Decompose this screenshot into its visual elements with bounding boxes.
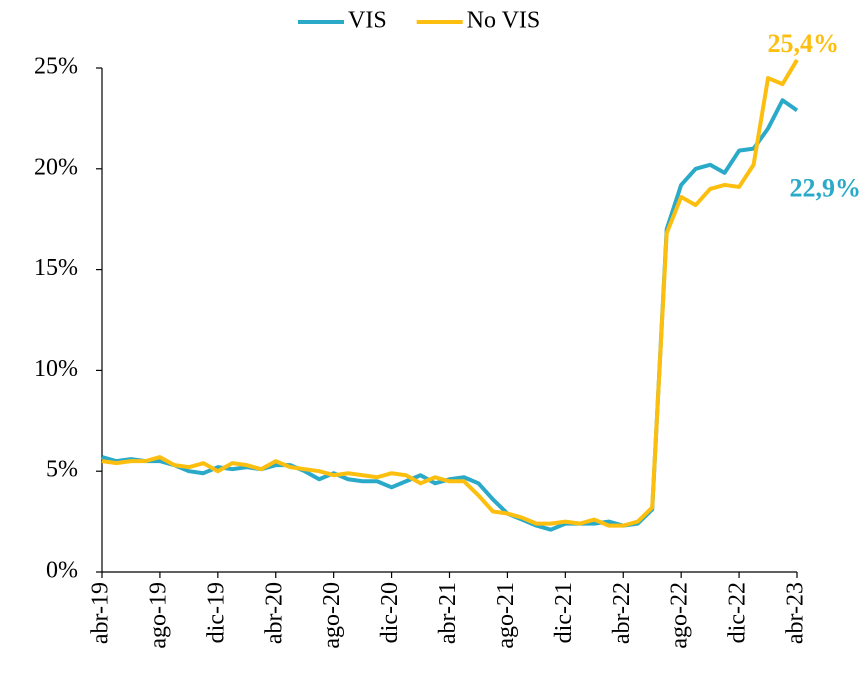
legend-label: No VIS — [467, 8, 541, 34]
x-tick-label: dic-22 — [725, 582, 751, 643]
x-tick-label: ago-21 — [493, 582, 519, 649]
x-tick-label: ago-22 — [667, 582, 693, 649]
y-tick-label: 15% — [34, 255, 78, 281]
y-tick-label: 10% — [34, 356, 78, 382]
x-tick-label: abr-23 — [783, 582, 809, 644]
y-tick-label: 20% — [34, 154, 78, 180]
y-tick-label: 5% — [46, 457, 78, 483]
x-tick-label: abr-22 — [609, 582, 635, 644]
value-label: 22,9% — [790, 173, 862, 202]
x-tick-label: ago-20 — [319, 582, 345, 649]
x-tick-label: dic-21 — [551, 582, 577, 643]
x-tick-label: abr-20 — [261, 582, 287, 644]
y-tick-label: 0% — [46, 558, 78, 584]
series-line — [101, 58, 799, 528]
x-tick-label: abr-21 — [435, 582, 461, 644]
y-tick-label: 25% — [34, 54, 78, 80]
legend-label: VIS — [348, 8, 387, 34]
x-tick-label: dic-20 — [377, 582, 403, 643]
value-label: 25,4% — [768, 29, 840, 58]
x-tick-label: abr-19 — [88, 582, 114, 644]
x-tick-label: dic-19 — [203, 582, 229, 643]
x-tick-label: ago-19 — [145, 582, 171, 649]
